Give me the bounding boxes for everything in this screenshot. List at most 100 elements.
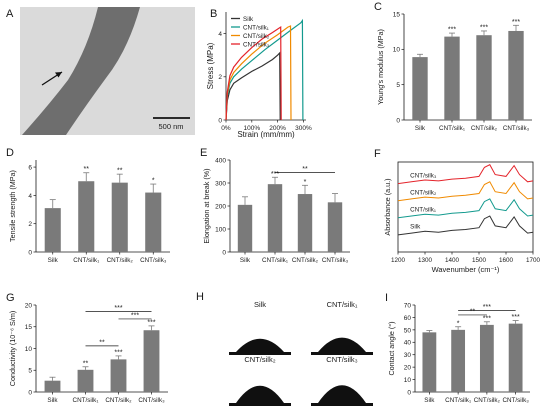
bar: [508, 323, 523, 392]
y-tick-label: 60: [404, 315, 412, 322]
x-tick-label: CNT/silk₁: [445, 397, 471, 404]
x-tick-label: 100%: [243, 125, 260, 132]
bar: [327, 202, 343, 252]
y-tick-label: 200: [215, 203, 226, 210]
substrate: [311, 352, 373, 355]
water-droplet: [236, 338, 284, 352]
y-tick-label: 15: [25, 324, 33, 331]
scale-bar-label: 500 nm: [158, 122, 183, 131]
panel-label: B: [210, 8, 217, 20]
x-tick-label: CNT/silk₁: [262, 257, 288, 264]
x-tick-label: 1400: [445, 257, 460, 264]
y-tick-label: 70: [404, 302, 412, 309]
bar: [476, 35, 492, 121]
legend-label: CNT/silk₂: [243, 33, 270, 40]
y-tick-label: 10: [393, 47, 401, 54]
x-tick-label: Silk: [415, 125, 426, 132]
y-tick-label: 5: [28, 368, 32, 375]
x-tick-label: Silk: [47, 397, 58, 404]
panel-label: I: [385, 292, 388, 304]
substrate: [229, 352, 291, 355]
spectrum-line: [397, 181, 534, 202]
spectrum-line: [397, 198, 534, 219]
significance-mark: ***: [512, 19, 520, 26]
x-tick-label: CNT/silk₂: [107, 257, 134, 264]
water-droplet: [318, 337, 366, 352]
significance-mark: ***: [114, 349, 122, 356]
bar: [508, 30, 524, 120]
series-line: [225, 51, 281, 121]
bracket-label: **: [302, 166, 308, 173]
y-tick-label: 4: [28, 193, 32, 200]
bar: [422, 332, 437, 392]
droplet-label: Silk: [254, 300, 266, 309]
significance-mark: *: [304, 179, 307, 186]
bar: [267, 184, 283, 252]
y-axis-label: Tensile strength (MPa): [8, 170, 17, 242]
x-axis-label: Wavenumber (cm⁻¹): [432, 265, 500, 274]
panel-label: D: [6, 147, 14, 159]
water-droplet: [318, 385, 366, 403]
droplet-label: CNT/silk₂: [244, 355, 275, 364]
significance-mark: ***: [271, 171, 279, 178]
bar: [111, 182, 128, 252]
significance-mark: ***: [480, 24, 488, 31]
y-tick-label: 2: [218, 74, 222, 81]
y-axis-label: Contact angle (°): [387, 321, 396, 375]
x-tick-label: CNT/silk₃: [140, 257, 167, 264]
bar: [479, 324, 494, 392]
x-tick-label: CNT/silk₂: [471, 125, 498, 132]
x-axis-label: Strain (mm/mm): [237, 130, 295, 139]
significance-mark: *: [457, 320, 460, 327]
x-tick-label: 200%: [269, 125, 286, 132]
y-tick-label: 10: [404, 377, 412, 384]
significance-mark: ***: [483, 315, 491, 322]
panel-label: F: [374, 148, 381, 160]
bar: [44, 208, 61, 252]
y-tick-label: 50: [404, 327, 412, 334]
droplet-label: CNT/silk₃: [326, 355, 357, 364]
y-axis-label: Conductivity (10⁻⁶ S/m): [8, 311, 17, 386]
x-tick-label: CNT/silk₁: [439, 125, 465, 132]
arrowhead-icon: [55, 72, 62, 78]
x-tick-label: 0%: [221, 125, 231, 132]
panel-e: 0 100 200 300 400 Silk *** CNT/silk₁ * CNT/silk₂ C…: [200, 147, 350, 264]
bar: [44, 380, 61, 392]
panel-label: E: [200, 147, 207, 159]
substrate: [229, 403, 291, 406]
panel-c: 0 5 10 15 Silk *** CNT/silk₁ *** CNT/silk₂ *** CNT…: [374, 1, 532, 132]
bar: [297, 194, 313, 252]
y-tick-label: 30: [404, 352, 412, 359]
series-label: CNT/silk₃: [410, 172, 437, 179]
bar: [77, 369, 94, 392]
bracket-label: ***: [131, 312, 139, 319]
spectrum-line: [397, 164, 534, 185]
x-tick-label: 1600: [499, 257, 514, 264]
x-tick-label: 1200: [391, 257, 406, 264]
y-tick-label: 6: [28, 164, 32, 171]
x-tick-label: CNT/silk₃: [138, 397, 165, 404]
y-tick-label: 300: [215, 180, 226, 187]
y-tick-label: 4: [218, 31, 222, 38]
y-axis-label: Absorbance (a.u.): [383, 178, 392, 235]
y-tick-label: 20: [25, 302, 33, 309]
bar: [444, 36, 460, 120]
panel-label: H: [196, 291, 204, 303]
x-tick-label: CNT/silk₂: [105, 397, 132, 404]
y-axis-label: Stress (MPa): [206, 42, 215, 89]
tem-fiber: [22, 7, 140, 135]
significance-mark: **: [84, 166, 90, 173]
bar: [412, 57, 428, 120]
series-label: CNT/silk₁: [410, 207, 436, 214]
y-tick-label: 10: [25, 346, 33, 353]
y-tick-label: 0: [396, 117, 400, 124]
y-axis-label: Elongation at break (%): [202, 168, 211, 243]
x-tick-label: CNT/silk₁: [73, 397, 99, 404]
panel-i: 0 10 20 30 40 50 60 70 Silk * CNT/silk₁ *** CNT/silk…: [385, 292, 530, 404]
x-tick-label: CNT/silk₂: [292, 257, 319, 264]
x-tick-label: 300%: [295, 125, 312, 132]
x-tick-label: 1300: [418, 257, 433, 264]
x-tick-label: CNT/silk₂: [474, 397, 501, 404]
